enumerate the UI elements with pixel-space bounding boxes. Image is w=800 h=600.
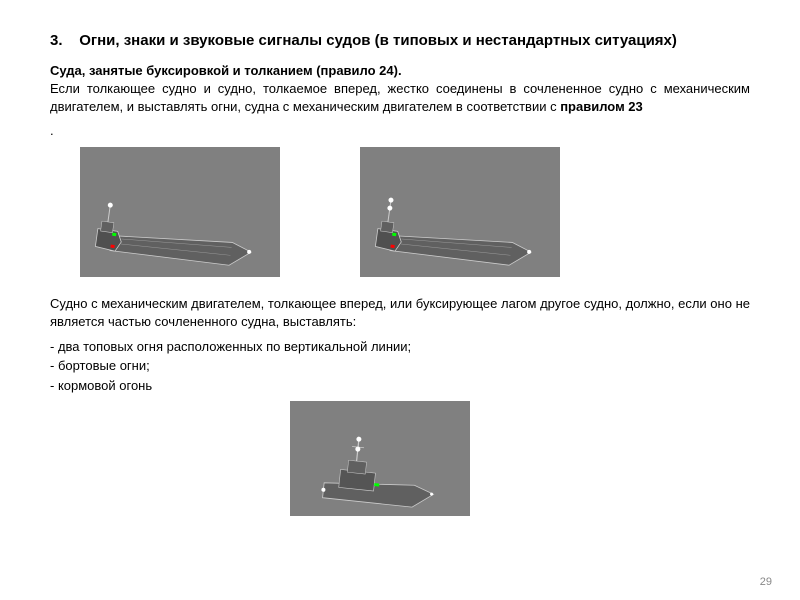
ship-diagram-2 (360, 147, 560, 277)
paragraph-1: Если толкающее судно и судно, толкаемое … (50, 80, 750, 116)
list-item-2: - бортовые огни; (50, 356, 750, 376)
ship-svg-1 (80, 147, 280, 277)
ship-diagram-3-wrap (290, 401, 470, 516)
ship-diagram-1 (80, 147, 280, 277)
section-number: 3. (50, 32, 63, 49)
rule-reference: правилом 23 (560, 99, 643, 114)
subtitle: Суда, занятые буксировкой и толканием (п… (50, 63, 750, 78)
images-row-1 (80, 147, 750, 277)
ship-svg-3 (290, 401, 470, 516)
ship-svg-2 (360, 147, 560, 277)
list-item-3: - кормовой огонь (50, 376, 750, 396)
section-title: 3. Огни, знаки и звуковые сигналы судов … (50, 30, 750, 51)
page-number: 29 (760, 576, 772, 588)
ship-diagram-3 (290, 401, 470, 516)
paragraph-1-dot: . (50, 122, 750, 140)
section-title-text: Огни, знаки и звуковые сигналы судов (в … (79, 32, 677, 49)
paragraph-1-text: Если толкающее судно и судно, толкаемое … (50, 81, 750, 114)
list-item-1: - два топовых огня расположенных по верт… (50, 337, 750, 357)
paragraph-2: Судно с механическим двигателем, толкающ… (50, 295, 750, 331)
